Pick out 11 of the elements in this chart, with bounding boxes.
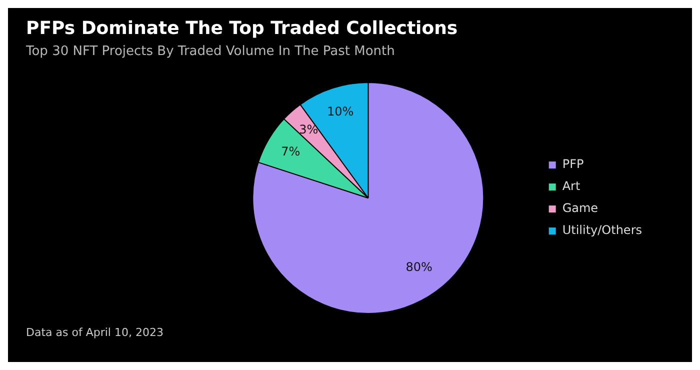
legend-label: PFP [562,157,584,172]
data-label: 3% [299,122,318,137]
legend-label: Art [562,179,580,194]
data-label: 10% [326,104,354,118]
data-label: 7% [281,144,300,158]
chart-title: PFPs Dominate The Top Traded Collections [26,18,458,39]
chart-subtitle: Top 30 NFT Projects By Traded Volume In The Past Month [26,44,395,59]
text: Data as of April 10, 2023 [26,326,164,339]
legend-label: Utility/Others [562,223,642,238]
data-label: 80% [406,260,432,274]
legend-label: Game [562,201,598,216]
